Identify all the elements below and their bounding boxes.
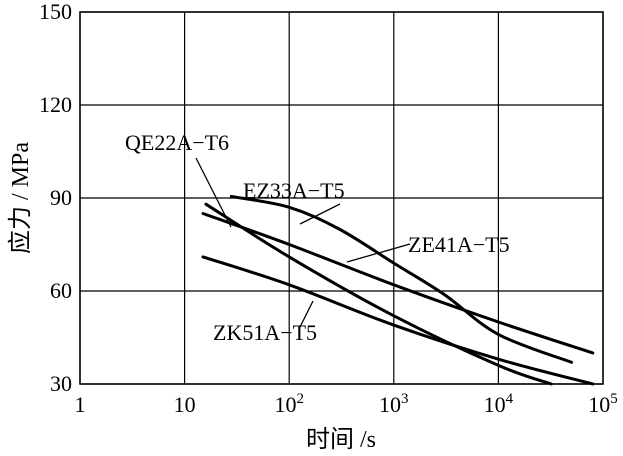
plot-frame	[79, 11, 604, 385]
y-tick-label: 90	[50, 185, 72, 210]
label-leader-line	[346, 243, 411, 263]
y-tick-labels: 30 60 90 120 150	[39, 0, 72, 396]
series-line-qe22a-t6	[204, 202, 553, 386]
series-label: QE22A−T6	[125, 130, 229, 155]
series-labels: QE22A−T6 EZ33A−T5 ZE41A−T5 ZK51A−T5	[125, 130, 510, 345]
x-tick-base: 10	[484, 392, 506, 417]
label-leader-line	[299, 203, 341, 225]
x-axis-label: 时间 /s	[306, 426, 376, 453]
series-line-ez33a-t5	[229, 194, 574, 364]
y-tick-label: 120	[39, 92, 72, 117]
y-axis-label: 应力 / MPa	[7, 142, 34, 254]
x-tick-label: 105	[588, 391, 618, 417]
y-tick-label: 60	[50, 278, 72, 303]
x-tick-exponent: 3	[401, 391, 409, 407]
series-lines	[201, 194, 595, 386]
y-tick-label: 30	[50, 371, 72, 396]
x-tick-base: 10	[174, 392, 196, 417]
series-label: ZK51A−T5	[213, 320, 317, 345]
x-tick-exponent: 4	[506, 391, 514, 407]
x-tick-label: 104	[484, 391, 514, 417]
series-label: ZE41A−T5	[408, 232, 510, 257]
label-leader-line	[299, 300, 314, 328]
x-tick-base: 1	[75, 392, 86, 417]
series-line-ze41a-t5	[201, 212, 595, 355]
x-tick-exponent: 5	[610, 391, 618, 407]
x-tick-label: 102	[274, 391, 304, 417]
x-tick-exponent: 2	[296, 391, 304, 407]
label-leader-line	[195, 157, 232, 228]
x-tick-base: 10	[274, 392, 296, 417]
x-tick-base: 10	[588, 392, 610, 417]
series-line-zk51a-t5	[201, 255, 595, 386]
x-tick-label: 103	[379, 391, 409, 417]
x-tick-base: 10	[379, 392, 401, 417]
y-tick-label: 150	[39, 0, 72, 24]
x-tick-label: 1	[75, 392, 86, 417]
x-tick-labels: 1 10 102 103 104 105	[75, 391, 618, 417]
x-tick-label: 10	[174, 392, 196, 417]
series-label: EZ33A−T5	[243, 178, 345, 203]
label-leaders	[195, 157, 411, 328]
